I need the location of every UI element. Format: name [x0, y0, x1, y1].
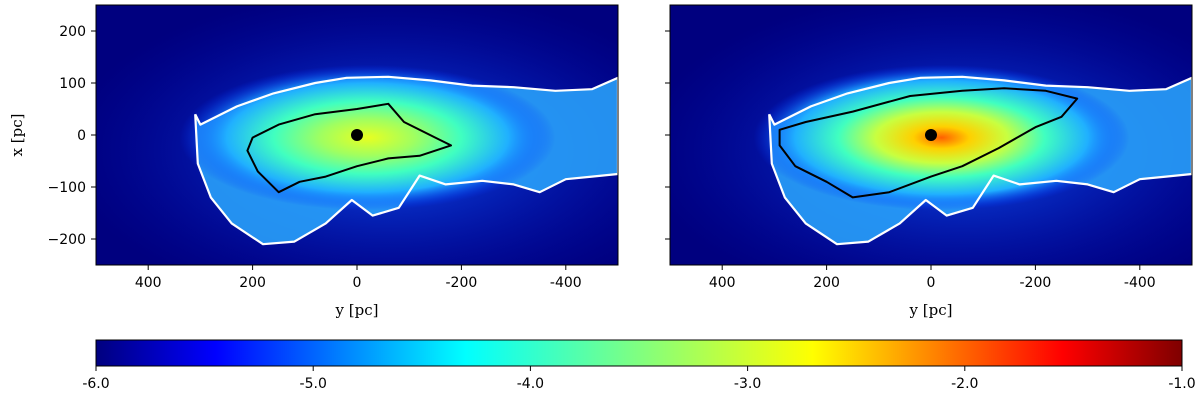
- colorbar-tick-label: -2.0: [951, 376, 978, 392]
- colorbar-tick-label: -4.0: [517, 376, 544, 392]
- colorbar: -6.0 -5.0 -4.0 -3.0 -2.0 -1.0: [82, 339, 1196, 392]
- colorbar-gradient: [95, 339, 1183, 367]
- heatmap: [96, 5, 618, 265]
- colorbar-tick-label: -1.0: [1168, 376, 1195, 392]
- x-axis-label: y [pc]: [335, 301, 379, 319]
- x-tick-label: 200: [813, 275, 840, 291]
- heatmap: [670, 5, 1192, 265]
- y-tick-label: −100: [48, 180, 86, 196]
- colorbar-tick-label: -6.0: [82, 376, 109, 392]
- y-tick-label: 100: [59, 76, 86, 92]
- panel-left: 400 200 0 -200 -400 200 100 0 −100 −200 y [pc] x [p…: [8, 4, 619, 319]
- heatmap-core: [179, 64, 556, 211]
- x-tick-label: 400: [709, 275, 736, 291]
- x-tick-label: -400: [550, 275, 582, 291]
- contour-white: [194, 75, 618, 246]
- x-tick-label: 200: [239, 275, 266, 291]
- y-tick-label: 0: [77, 128, 86, 144]
- y-tick-label: −200: [48, 232, 86, 248]
- y-tick-label: 200: [59, 24, 86, 40]
- contour-white: [768, 75, 1192, 246]
- x-tick-label: 0: [927, 275, 936, 291]
- x-tick-label: -200: [446, 275, 478, 291]
- contour-black: [778, 87, 1079, 199]
- center-marker: [351, 129, 363, 141]
- y-axis-label: x [pc]: [8, 114, 26, 157]
- center-marker: [925, 129, 937, 141]
- x-tick-label: -200: [1020, 275, 1052, 291]
- x-tick-label: -400: [1124, 275, 1156, 291]
- x-tick-label: 0: [353, 275, 362, 291]
- colorbar-tick-label: -3.0: [734, 376, 761, 392]
- panel-right: 400 200 0 -200 -400 y [pc]: [665, 4, 1193, 319]
- colorbar-tick-label: -5.0: [300, 376, 327, 392]
- heatmap-core: [753, 64, 1130, 211]
- x-tick-label: 400: [135, 275, 162, 291]
- contour-black: [246, 102, 452, 194]
- x-axis-label: y [pc]: [909, 301, 953, 319]
